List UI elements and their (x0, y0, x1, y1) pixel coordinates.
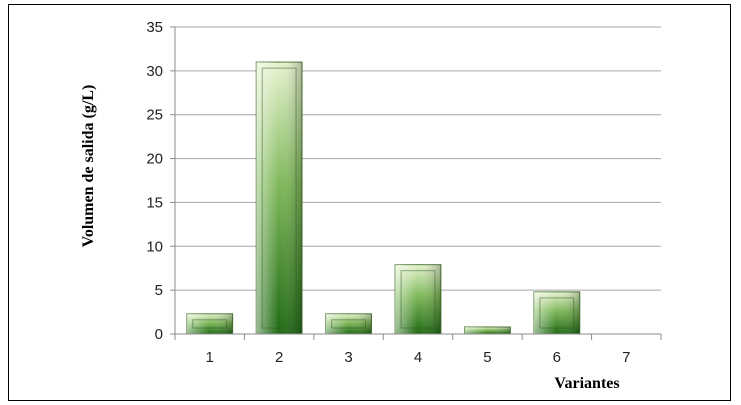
x-tick-label: 3 (344, 349, 352, 366)
gridlines (175, 26, 661, 291)
x-axis-title: Variantes (554, 375, 619, 392)
x-tick-label: 7 (622, 349, 630, 366)
y-tick-label: 25 (146, 107, 163, 124)
bar (533, 291, 581, 335)
x-tick-label: 1 (206, 349, 214, 366)
bars (186, 61, 581, 335)
y-tick-label: 20 (146, 151, 163, 168)
y-tick-label: 10 (146, 238, 163, 255)
y-tick-label: 0 (155, 326, 163, 343)
x-tick-label: 2 (275, 349, 283, 366)
y-tick-label: 30 (146, 63, 163, 80)
bar (186, 313, 234, 335)
bar (255, 61, 303, 335)
y-tick-label: 15 (146, 194, 163, 211)
bar-chart: 0 5 10 15 20 25 30 35 1 2 3 4 5 6 7 Volumen de salida … (80, 19, 662, 392)
x-tick-label: 6 (553, 349, 561, 366)
y-tick-label: 35 (146, 19, 163, 36)
y-axis-title: Volumen de salida (g/L) (80, 85, 97, 248)
x-tick-label: 4 (414, 349, 422, 366)
bar (464, 326, 511, 335)
x-tick-label: 5 (483, 349, 491, 366)
axes: 0 5 10 15 20 25 30 35 1 2 3 4 5 6 7 (146, 19, 662, 366)
y-tick-label: 5 (155, 282, 163, 299)
chart-frame: 0 5 10 15 20 25 30 35 1 2 3 4 5 6 7 Volumen de salida … (8, 4, 731, 401)
bar (394, 264, 442, 335)
bar (325, 313, 372, 335)
